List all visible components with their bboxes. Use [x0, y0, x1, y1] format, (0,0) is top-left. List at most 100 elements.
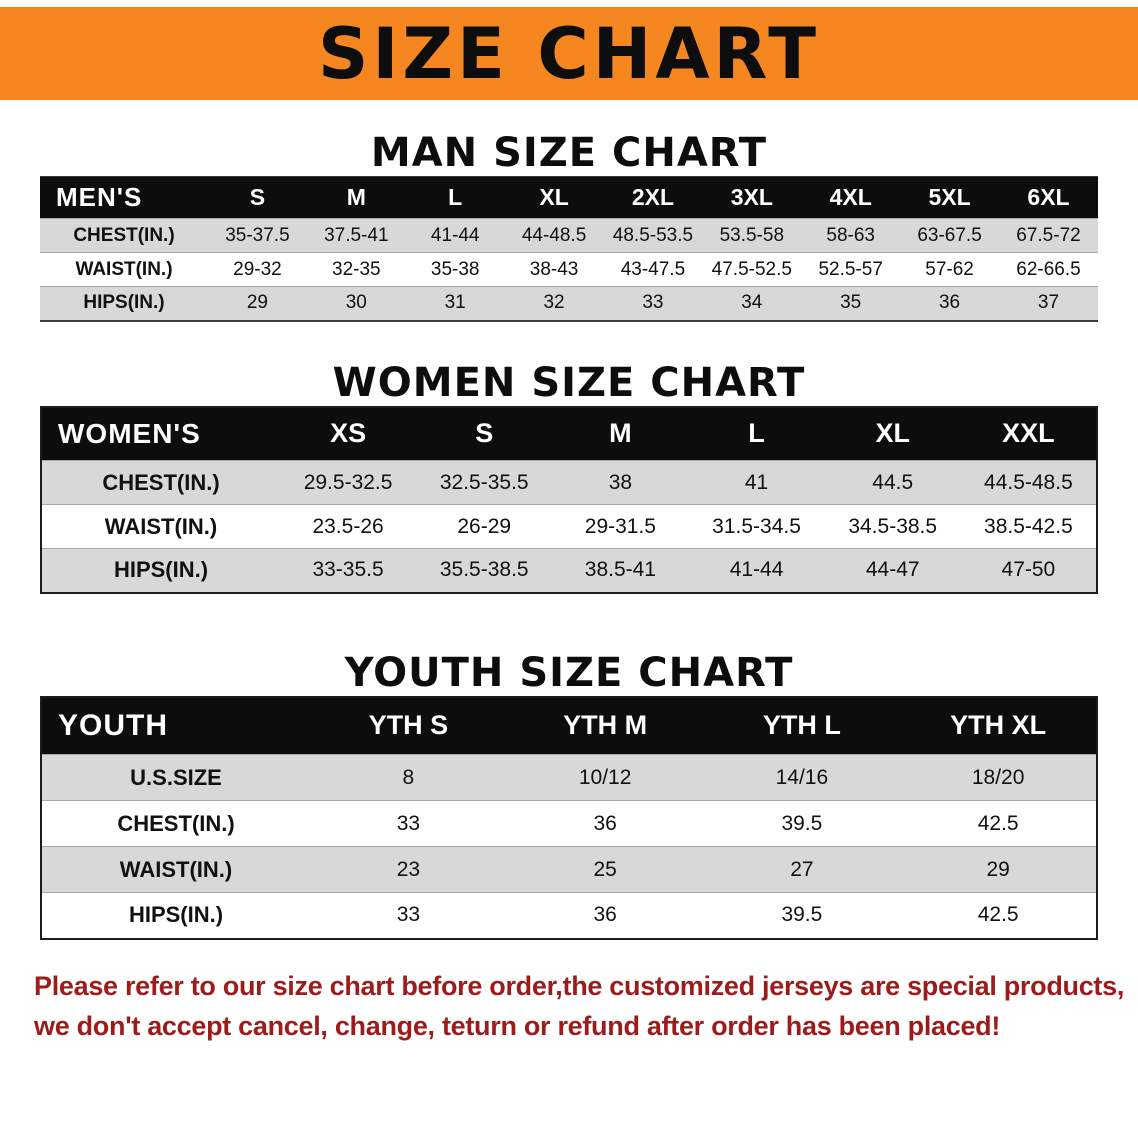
- men-size-column-header: S: [249, 184, 266, 210]
- women-size-column-header: XL: [875, 418, 910, 449]
- men-size-value: 38-43: [529, 258, 579, 280]
- youth-section-heading: YOUTH SIZE CHART: [344, 649, 794, 696]
- women-size-value: 38: [608, 470, 633, 494]
- men-size-value: 63-67.5: [917, 224, 982, 246]
- men-size-value: 57-62: [925, 258, 974, 280]
- banner: SIZE CHART: [0, 7, 1138, 100]
- men-size-value: 35-37.5: [225, 224, 290, 246]
- youth-header-row: YOUTH YTH S YTH M YTH L YTH XL: [41, 696, 1097, 755]
- youth-size-value: 29: [986, 857, 1010, 881]
- women-header-row: WOMEN'S XS S M L XL XXL: [41, 406, 1097, 461]
- men-section-heading: MAN SIZE CHART: [370, 130, 768, 176]
- youth-size-value: 14/16: [775, 765, 829, 789]
- men-size-column-header: M: [346, 184, 366, 210]
- women-size-value: 47-50: [1001, 558, 1056, 582]
- men-size-value: 32: [543, 292, 565, 314]
- men-size-value: 41-44: [430, 224, 480, 246]
- men-header-row: MEN'S S M L XL 2XL 3XL 4XL 5XL 6XL: [40, 176, 1098, 219]
- men-size-value: 48.5-53.5: [612, 224, 694, 246]
- women-size-value: 38.5-41: [584, 558, 656, 582]
- women-size-column-header: XXL: [1002, 418, 1055, 449]
- women-measurement-row: WAIST(IN.) 23.5-26 26-29 29-31.5 31.5-34.5 34…: [41, 504, 1097, 549]
- men-size-value: 29: [246, 292, 268, 314]
- men-section: MAN SIZE CHART MEN'S S M L XL 2XL 3XL 4XL 5XL 6XL…: [0, 130, 1138, 322]
- disclaimer-line-2: we don't accept cancel, change, teturn o…: [34, 1010, 1001, 1041]
- youth-size-column-header: YTH XL: [950, 710, 1047, 741]
- youth-row-label: U.S.SIZE: [130, 764, 222, 790]
- youth-measurement-row: CHEST(IN.) 33 36 39.5 42.5: [41, 800, 1097, 847]
- youth-size-value: 39.5: [781, 811, 823, 835]
- women-size-column-header: M: [609, 418, 632, 449]
- youth-size-table: YOUTH YTH S YTH M YTH L YTH XL U.S.SIZE 8 10/12…: [40, 695, 1098, 940]
- men-size-value: 31: [444, 292, 466, 314]
- youth-size-column-header: YTH S: [368, 710, 449, 741]
- men-row-label: WAIST(IN.): [75, 258, 173, 280]
- men-corner-label: MEN'S: [56, 182, 143, 212]
- women-size-value: 26-29: [457, 514, 512, 538]
- men-size-column-header: 5XL: [928, 184, 971, 210]
- men-size-value: 37.5-41: [324, 224, 389, 246]
- women-size-column-header: L: [748, 418, 765, 449]
- youth-size-value: 36: [593, 811, 617, 835]
- women-size-value: 35.5-38.5: [439, 558, 529, 582]
- youth-size-value: 18/20: [971, 765, 1025, 789]
- women-size-value: 44-47: [865, 558, 920, 582]
- men-row-label: HIPS(IN.): [83, 292, 165, 314]
- women-size-value: 34.5-38.5: [848, 514, 938, 538]
- youth-section: YOUTH SIZE CHART YOUTH YTH S YTH M YTH L YTH…: [0, 650, 1138, 940]
- men-size-column-header: 4XL: [829, 184, 872, 210]
- men-measurement-row: WAIST(IN.) 29-32 32-35 35-38 38-43 43-47.5 47.…: [40, 252, 1098, 287]
- women-size-value: 31.5-34.5: [712, 514, 801, 538]
- women-size-column-header: XS: [330, 418, 367, 449]
- page-title: SIZE CHART: [317, 12, 821, 95]
- men-size-column-header: 3XL: [730, 184, 773, 210]
- women-size-table: WOMEN'S XS S M L XL XXL CHEST(IN.) 29.5-32.5 32.5…: [40, 405, 1098, 594]
- women-size-value: 41: [744, 470, 769, 494]
- youth-measurement-row: HIPS(IN.) 33 36 39.5 42.5: [41, 892, 1097, 939]
- men-size-column-header: XL: [539, 184, 569, 210]
- youth-size-value: 33: [396, 903, 421, 927]
- men-size-value: 43-47.5: [620, 258, 686, 280]
- women-size-value: 44.5: [872, 470, 914, 494]
- men-size-column-header: L: [448, 184, 463, 210]
- men-size-value: 35-38: [430, 258, 480, 280]
- size-charts: MAN SIZE CHART MEN'S S M L XL 2XL 3XL 4XL 5XL 6XL…: [0, 130, 1138, 940]
- disclaimer: Please refer to our size chart before or…: [0, 966, 1138, 1046]
- men-size-value: 62-66.5: [1016, 258, 1081, 280]
- youth-row-label: CHEST(IN.): [117, 810, 235, 836]
- youth-measurement-row: WAIST(IN.) 23 25 27 29: [41, 846, 1097, 893]
- men-size-value: 33: [642, 292, 664, 314]
- youth-size-value: 39.5: [781, 903, 823, 927]
- youth-size-value: 25: [593, 857, 617, 881]
- women-row-label: CHEST(IN.): [102, 469, 220, 495]
- men-size-value: 44-48.5: [521, 224, 587, 246]
- men-size-table: MEN'S S M L XL 2XL 3XL 4XL 5XL 6XL CHEST(IN.) 35-37…: [40, 176, 1098, 322]
- youth-size-value: 33: [396, 811, 421, 835]
- women-section-heading: WOMEN SIZE CHART: [332, 359, 806, 406]
- men-size-value: 52.5-57: [818, 258, 883, 280]
- men-size-value: 35: [840, 292, 862, 314]
- youth-size-value: 10/12: [578, 765, 632, 789]
- men-size-value: 36: [938, 292, 961, 314]
- women-row-label: WAIST(IN.): [104, 513, 218, 539]
- women-row-label: HIPS(IN.): [113, 557, 209, 583]
- women-size-value: 23.5-26: [312, 514, 384, 538]
- women-size-value: 38.5-42.5: [984, 514, 1073, 538]
- youth-size-value: 23: [396, 857, 421, 881]
- men-measurement-row: CHEST(IN.) 35-37.5 37.5-41 41-44 44-48.5 48.5…: [40, 218, 1098, 253]
- youth-size-value: 27: [790, 857, 814, 881]
- women-size-value: 41-44: [729, 558, 784, 582]
- youth-size-column-header: YTH M: [563, 710, 648, 741]
- men-size-column-header: 6XL: [1027, 184, 1070, 210]
- men-size-value: 30: [345, 292, 367, 314]
- women-size-value: 33-35.5: [312, 558, 384, 582]
- youth-corner-label: YOUTH: [58, 708, 168, 742]
- men-size-value: 53.5-58: [719, 224, 785, 246]
- youth-size-value: 8: [402, 765, 415, 789]
- youth-size-value: 36: [593, 903, 617, 927]
- women-corner-label: WOMEN'S: [58, 417, 201, 449]
- women-size-value: 44.5-48.5: [984, 470, 1073, 494]
- men-measurement-row: HIPS(IN.) 29 30 31 32 33 34 35 36 37: [40, 286, 1098, 321]
- disclaimer-line-1: Please refer to our size chart before or…: [34, 970, 1125, 1001]
- men-size-value: 58-63: [826, 224, 875, 246]
